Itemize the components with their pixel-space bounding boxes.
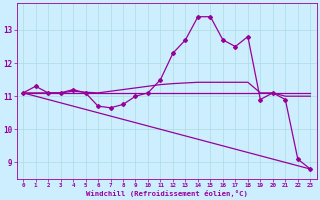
X-axis label: Windchill (Refroidissement éolien,°C): Windchill (Refroidissement éolien,°C) <box>86 190 248 197</box>
